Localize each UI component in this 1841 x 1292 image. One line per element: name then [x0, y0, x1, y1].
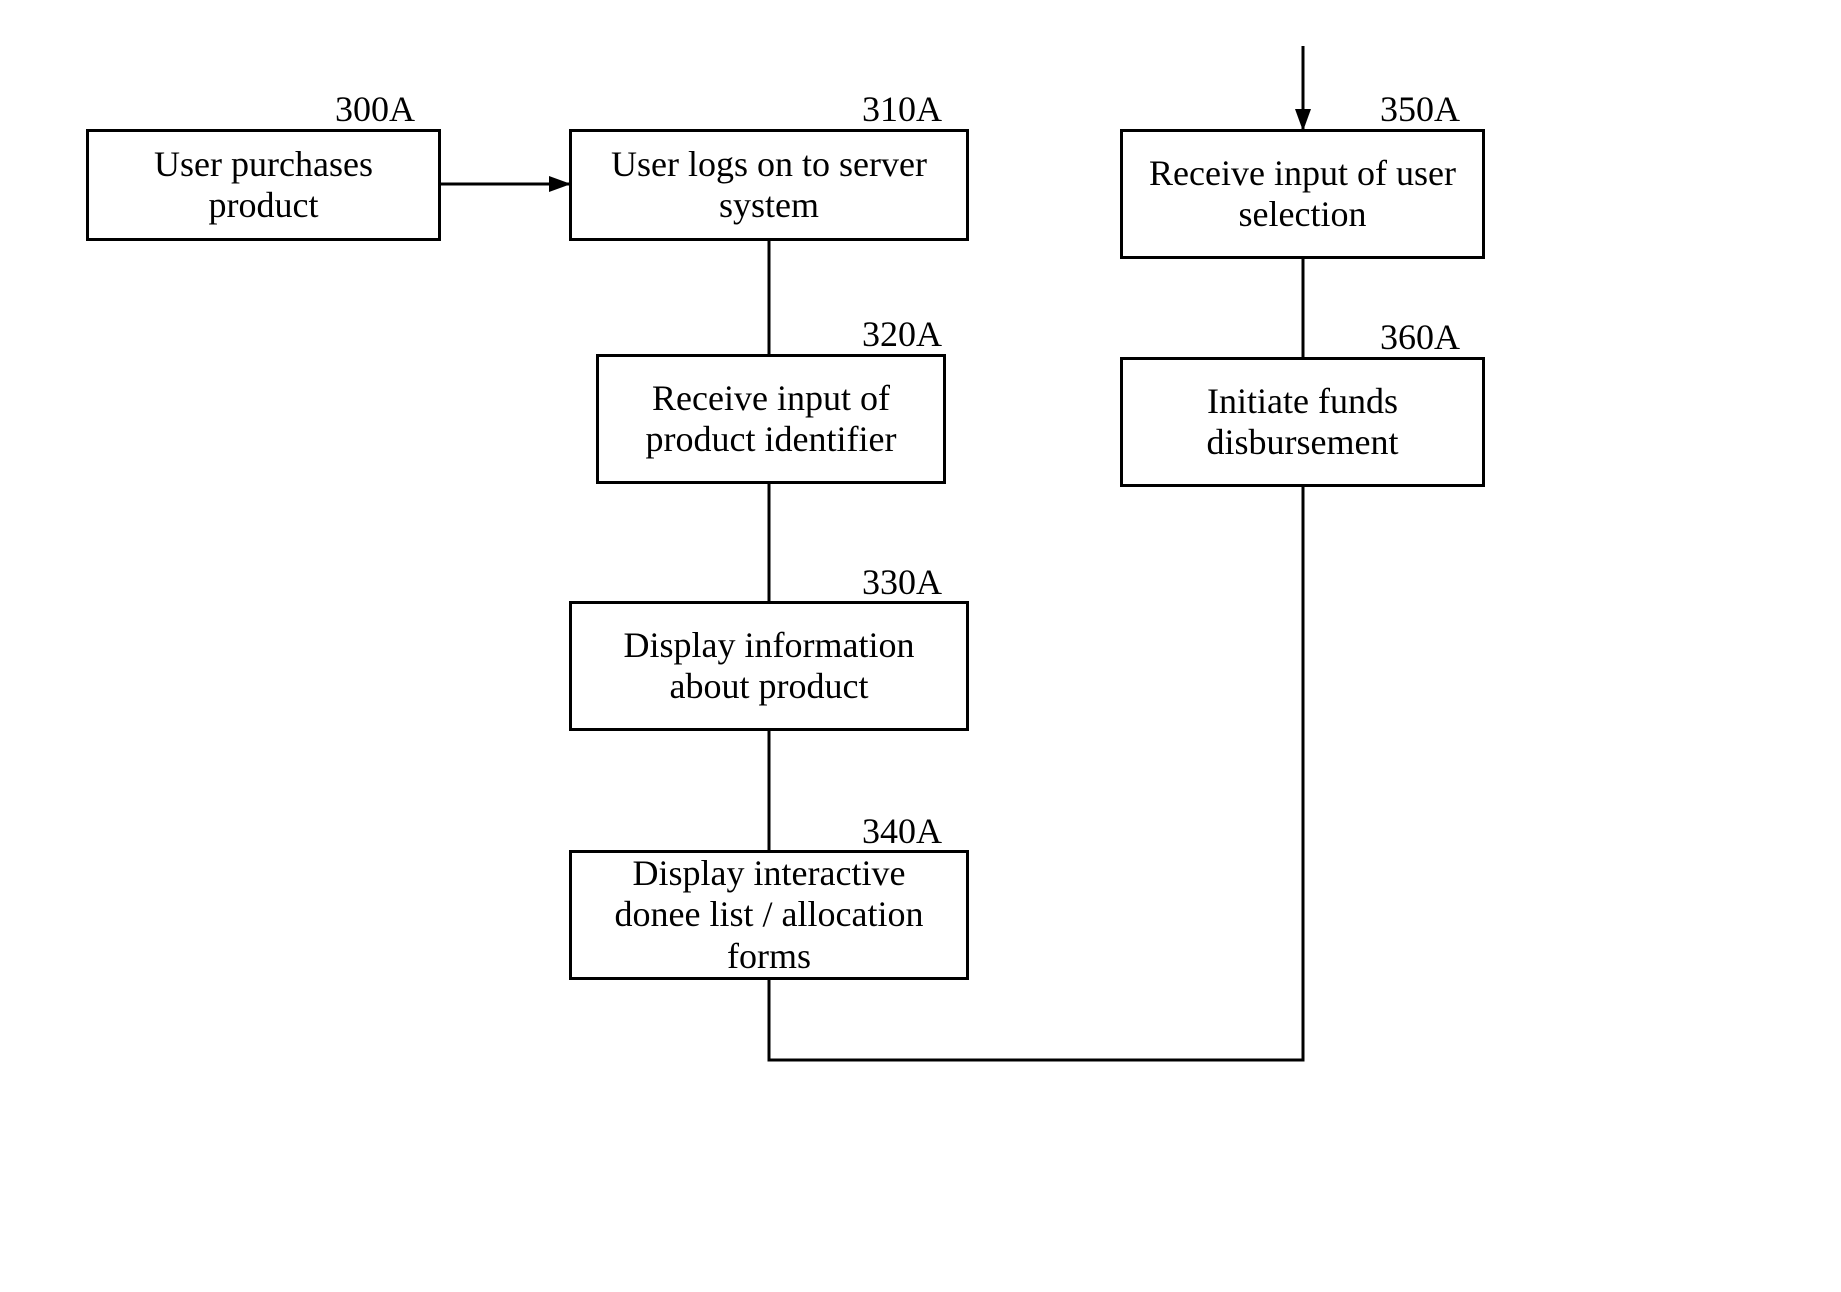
ref-label-300A: 300A: [335, 88, 415, 130]
flow-node-340A: Display interactive donee list / allocat…: [569, 850, 969, 980]
flowchart-stage: User purchases product User logs on to se…: [0, 0, 1841, 1292]
flow-node-360A: Initiate funds disbursement: [1120, 357, 1485, 487]
flow-node-text: Initiate funds disbursement: [1137, 381, 1468, 464]
flow-node-text: User logs on to server system: [586, 144, 952, 227]
ref-label-340A: 340A: [862, 810, 942, 852]
flow-node-300A: User purchases product: [86, 129, 441, 241]
flow-node-text: Display information about product: [586, 625, 952, 708]
flow-node-text: Receive input of user selection: [1137, 153, 1468, 236]
ref-label-350A: 350A: [1380, 88, 1460, 130]
flow-node-330A: Display information about product: [569, 601, 969, 731]
ref-label-360A: 360A: [1380, 316, 1460, 358]
flow-node-320A: Receive input of product identifier: [596, 354, 946, 484]
flow-node-text: Display interactive donee list / allocat…: [586, 853, 952, 977]
ref-label-310A: 310A: [862, 88, 942, 130]
flow-node-text: Receive input of product identifier: [613, 378, 929, 461]
ref-label-320A: 320A: [862, 313, 942, 355]
flow-node-310A: User logs on to server system: [569, 129, 969, 241]
flow-node-350A: Receive input of user selection: [1120, 129, 1485, 259]
ref-label-330A: 330A: [862, 561, 942, 603]
flow-node-text: User purchases product: [103, 144, 424, 227]
